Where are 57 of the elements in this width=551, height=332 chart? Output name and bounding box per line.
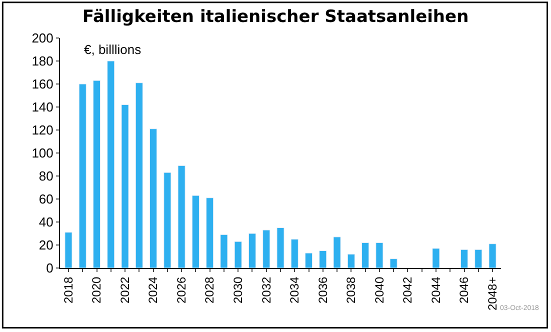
x-tick-label: 2040 [372,276,386,304]
bar [290,239,298,268]
bar [150,128,158,268]
bar [362,242,370,268]
x-tick-label: 2028 [202,276,217,304]
x-tick-label: 2020 [90,276,104,304]
y-tick-label: 140 [32,100,54,115]
bar [234,241,242,268]
x-tick-label: 2038 [344,276,358,304]
y-tick-label: 40 [38,214,54,230]
x-tick-label: 2036 [316,276,330,304]
x-tick-label: 2046 [457,276,472,304]
y-tick-label: 200 [32,30,54,46]
y-tick-label: 0 [46,260,54,276]
x-tick-label: 2030 [231,276,245,304]
x-tick-label: 2034 [288,276,302,304]
bar [92,80,101,268]
bar [262,230,270,268]
bar [319,250,327,268]
x-tick-label: 2018 [61,276,76,304]
chart-title: Fälligkeiten italienischer Staatsanleihen [82,6,469,27]
bar [474,249,482,268]
x-tick-label: 2032 [259,276,274,304]
x-tick-label: 2048+ [485,276,500,311]
bar [460,249,468,268]
bar [192,195,200,268]
bar [220,234,228,268]
bar [107,60,115,268]
x-tick-label: 2042 [400,276,415,304]
y-tick-label: 160 [32,76,54,92]
bar [347,254,355,268]
bar [248,233,256,268]
bar [390,258,398,268]
x-tick-label: 2044 [428,276,443,304]
bar [64,232,72,268]
y-tick-label: 180 [32,54,54,69]
bar [304,252,313,268]
y-tick-label: 20 [38,238,54,253]
bar [78,84,86,268]
bar [376,242,384,268]
x-tick-label: 2022 [118,276,132,304]
x-tick-label: 2024 [146,276,160,304]
y-tick-label: 100 [32,146,54,161]
annotation: €, billlions [84,42,142,57]
bar [164,172,172,268]
bar [488,244,496,268]
y-tick-label: 80 [38,168,54,184]
bar [432,248,440,268]
bar [333,236,341,268]
x-tick-label: 2026 [174,276,188,304]
bar [135,82,143,268]
bar [276,228,284,268]
bar [121,104,129,268]
y-tick-label: 120 [32,122,54,138]
bar [206,198,214,268]
y-tick-label: 60 [38,192,54,207]
bar [178,165,186,268]
